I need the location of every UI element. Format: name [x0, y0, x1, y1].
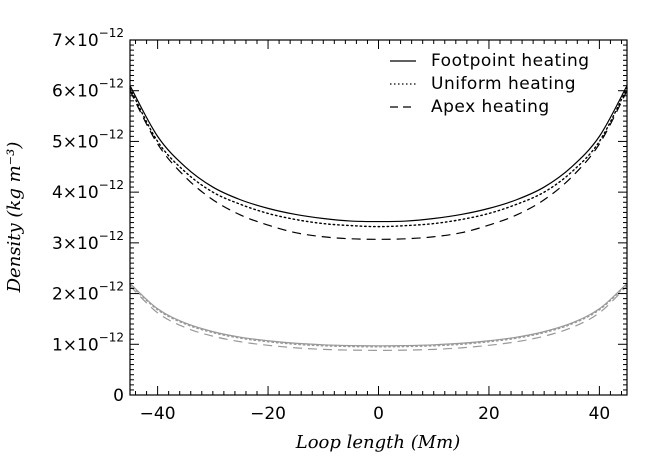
series-line-upper-dotted [129, 87, 628, 228]
x-tick-label: −20 [250, 404, 286, 424]
y-tick-label: 6×10−12 [52, 77, 124, 102]
x-tick-label: −40 [140, 404, 176, 424]
x-axis-title: Loop length (Mm) [295, 432, 461, 453]
ticks-layer [130, 39, 627, 396]
legend: Footpoint heating Uniform heating Apex hea… [390, 51, 590, 117]
y-axis-title: Density (kg m⁻³) [4, 142, 25, 294]
y-tick-labels: 0 1×10−12 2×10−12 3×10−12 4×10−12 5×10−12 6×10… [52, 26, 124, 406]
legend-label: Apex heating [431, 97, 550, 117]
y-tick-label: 5×10−12 [52, 127, 124, 152]
y-tick-label: 0 [113, 386, 124, 406]
y-tick-label: 2×10−12 [52, 280, 124, 305]
y-tick-label: 4×10−12 [52, 178, 124, 203]
x-tick-label: 40 [589, 404, 611, 424]
series-line-lower-dashed [129, 285, 628, 351]
series-line-lower-dotted [129, 283, 628, 348]
x-tick-label: 20 [478, 404, 500, 424]
plot-frame [129, 39, 628, 396]
series-line-upper-dashed [129, 90, 628, 240]
x-tick-label: 0 [373, 404, 384, 424]
series-line-lower-solid [129, 282, 628, 347]
legend-label: Footpoint heating [431, 51, 590, 71]
series-line-upper-solid [129, 85, 628, 223]
y-tick-label: 1×10−12 [52, 330, 124, 355]
legend-label: Uniform heating [431, 74, 576, 94]
x-tick-labels: −40 −20 0 20 40 [140, 404, 611, 424]
y-tick-label: 7×10−12 [52, 26, 124, 51]
series-layer [129, 85, 628, 351]
y-tick-label: 3×10−12 [52, 229, 124, 254]
